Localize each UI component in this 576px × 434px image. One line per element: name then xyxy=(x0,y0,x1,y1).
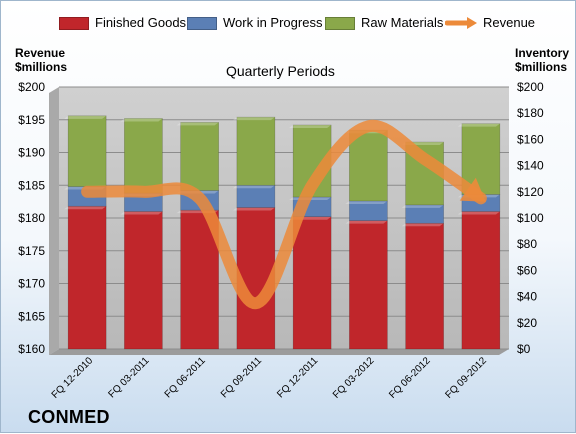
right-tick-label: $140 xyxy=(517,159,544,173)
bar-segment-cap xyxy=(177,122,219,125)
bar-segment-cap xyxy=(233,208,275,211)
plot-floor xyxy=(49,349,509,355)
bar-segment xyxy=(293,217,331,349)
left-tick-label: $185 xyxy=(18,178,45,192)
plot-side-wall xyxy=(49,87,59,355)
category-label: FQ 12-2010 xyxy=(50,355,96,401)
left-tick-label: $160 xyxy=(18,342,45,356)
bar-segment xyxy=(124,118,162,193)
bar-segment-cap xyxy=(402,205,444,208)
bar-segment-cap xyxy=(458,124,500,127)
bar-segment xyxy=(349,130,387,201)
category-label: FQ 09-2011 xyxy=(219,355,264,400)
category-label: FQ 09-2012 xyxy=(443,355,489,401)
right-tick-label: $80 xyxy=(517,237,537,251)
bar-segment-cap xyxy=(64,116,106,119)
left-tick-label: $195 xyxy=(18,113,45,127)
bar-segment-cap xyxy=(458,211,500,214)
bar-segment-cap xyxy=(120,211,162,214)
bar-segment xyxy=(237,117,275,185)
bar-segment-cap xyxy=(402,223,444,226)
left-tick-label: $190 xyxy=(18,146,45,160)
right-tick-label: $0 xyxy=(517,342,531,356)
category-label: FQ 06-2011 xyxy=(163,355,208,400)
right-tick-label: $40 xyxy=(517,290,537,304)
left-tick-label: $175 xyxy=(18,244,45,258)
right-tick-label: $60 xyxy=(517,263,537,277)
bar-segment-cap xyxy=(289,125,331,128)
bar-segment xyxy=(124,211,162,349)
bar-segment xyxy=(349,221,387,349)
right-tick-label: $100 xyxy=(517,211,544,225)
bar-segment-cap xyxy=(233,117,275,120)
category-label: FQ 12-2011 xyxy=(275,355,320,400)
bar-segment xyxy=(462,211,500,349)
bar-segment xyxy=(68,206,106,349)
bar-segment-cap xyxy=(345,201,387,204)
right-tick-label: $200 xyxy=(517,80,544,94)
bar-segment-cap xyxy=(64,206,106,209)
bar-segment-cap xyxy=(233,185,275,188)
category-label: FQ 03-2012 xyxy=(331,355,377,401)
bar-segment-cap xyxy=(345,221,387,224)
bar-segment-cap xyxy=(120,118,162,121)
right-tick-label: $160 xyxy=(517,132,544,146)
category-label: FQ 03-2011 xyxy=(107,355,152,400)
bar-segment xyxy=(68,116,106,187)
left-tick-label: $200 xyxy=(18,80,45,94)
bar-segment xyxy=(237,185,275,207)
right-tick-label: $180 xyxy=(517,106,544,120)
company-name: CONMED xyxy=(28,407,110,428)
bar-segment xyxy=(181,122,219,190)
left-tick-label: $165 xyxy=(18,309,45,323)
left-tick-label: $180 xyxy=(18,211,45,225)
right-tick-label: $20 xyxy=(517,316,537,330)
right-tick-label: $120 xyxy=(517,185,544,199)
category-label: FQ 06-2012 xyxy=(387,355,433,401)
left-tick-label: $170 xyxy=(18,277,45,291)
bar-segment xyxy=(406,223,444,349)
